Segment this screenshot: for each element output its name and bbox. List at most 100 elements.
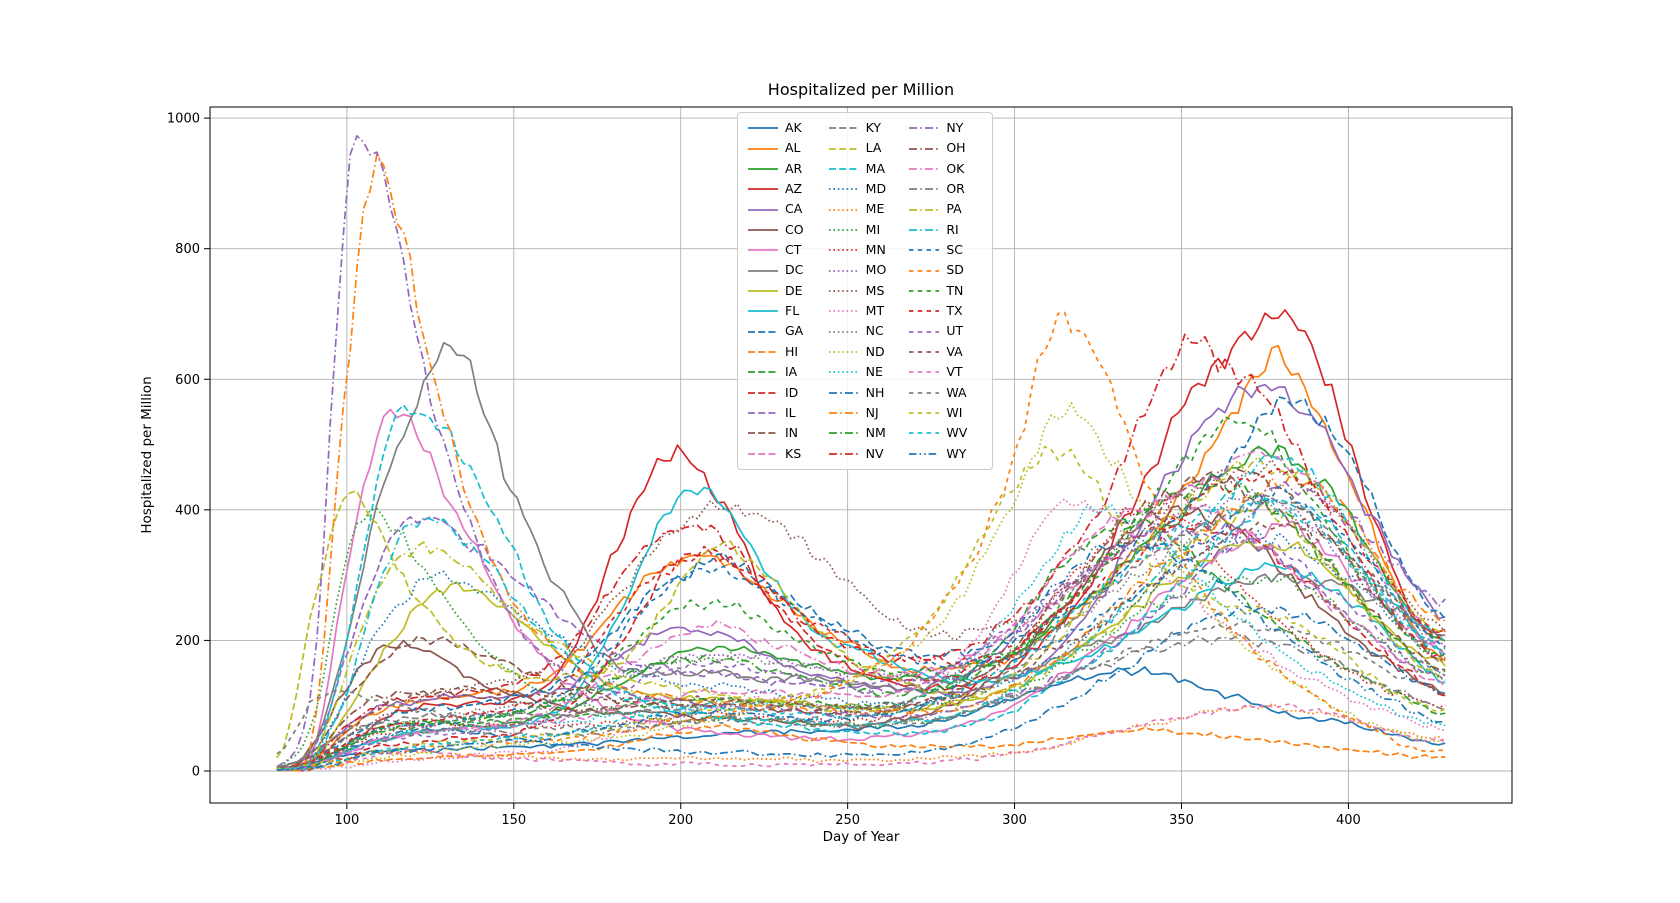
legend-label-OH: OH <box>946 140 966 156</box>
legend-line-swatch-AR <box>748 167 778 170</box>
legend-item-CA: CA <box>748 199 823 219</box>
legend-line-swatch-KS <box>748 452 778 455</box>
legend-line-swatch-ND <box>828 351 859 353</box>
legend-label-ID: ID <box>785 384 799 400</box>
legend-label-MT: MT <box>865 303 885 319</box>
legend-line-swatch-HI <box>748 351 778 353</box>
legend-label-TN: TN <box>946 282 964 298</box>
legend-item-CO: CO <box>748 220 823 240</box>
legend-label-WI: WI <box>946 404 963 420</box>
legend-item-SC: SC <box>909 240 984 260</box>
legend-item-NH: NH <box>828 383 904 403</box>
data-series <box>276 135 1446 772</box>
legend-line-swatch-MN <box>828 249 859 252</box>
legend-line-swatch-PA <box>909 208 940 211</box>
legend-line-swatch-MO <box>828 269 859 272</box>
legend-item-PA: PA <box>909 199 984 219</box>
xtick-label-200: 200 <box>668 813 693 828</box>
series-line-DE <box>276 541 1446 770</box>
series-line-OK <box>276 447 1446 771</box>
ytick-label-800: 800 <box>175 242 200 257</box>
axes-frame <box>209 106 1513 804</box>
legend-label-MN: MN <box>865 242 886 258</box>
legend-item-WI: WI <box>909 403 984 423</box>
legend-item-KS: KS <box>748 444 823 464</box>
legend-line-swatch-MD <box>828 188 859 191</box>
series-line-HI <box>276 723 1446 772</box>
y-axis-label: Hospitalized per Million <box>139 376 155 534</box>
legend-item-MO: MO <box>828 260 904 280</box>
legend-label-GA: GA <box>785 323 804 339</box>
legend-item-WA: WA <box>909 383 984 403</box>
legend-label-ME: ME <box>865 201 885 217</box>
legend-label-OK: OK <box>946 160 965 176</box>
legend-label-MA: MA <box>865 160 885 176</box>
legend-line-swatch-IA <box>748 371 778 374</box>
legend-item-IN: IN <box>748 423 823 443</box>
series-line-MI <box>276 507 1446 770</box>
axis-ticks <box>204 117 1349 809</box>
legend-item-TX: TX <box>909 301 984 321</box>
legend-item-MN: MN <box>828 240 904 260</box>
legend-label-WA: WA <box>946 384 967 400</box>
xtick-label-400: 400 <box>1336 813 1361 828</box>
legend-label-ND: ND <box>865 343 885 359</box>
series-line-NV <box>276 333 1446 771</box>
legend-item-HI: HI <box>748 342 823 362</box>
legend-item-NJ: NJ <box>828 403 904 423</box>
legend-item-MA: MA <box>828 159 904 179</box>
xtick-label-250: 250 <box>835 813 860 828</box>
legend-item-WV: WV <box>909 423 984 443</box>
series-line-AR <box>276 444 1446 772</box>
series-line-ND <box>276 402 1446 771</box>
legend-item-NC: NC <box>828 322 904 342</box>
legend-label-AL: AL <box>785 140 801 156</box>
legend-line-swatch-ID <box>748 391 778 394</box>
legend-item-NE: NE <box>828 362 904 382</box>
series-line-DC <box>276 341 1446 769</box>
legend-line-swatch-FL <box>748 310 778 313</box>
legend-item-ND: ND <box>828 342 904 362</box>
legend-item-MI: MI <box>828 220 904 240</box>
legend-label-NH: NH <box>865 384 885 400</box>
legend-item-SD: SD <box>909 260 984 280</box>
legend-item-ME: ME <box>828 199 904 219</box>
legend-label-DE: DE <box>785 282 803 298</box>
legend-line-swatch-SD <box>909 269 940 272</box>
legend-line-swatch-NY <box>909 127 940 130</box>
legend-line-swatch-LA <box>828 147 859 150</box>
legend-line-swatch-MT <box>828 310 859 313</box>
legend-line-swatch-CT <box>748 249 778 252</box>
legend-item-RI: RI <box>909 220 984 240</box>
legend-line-swatch-SC <box>909 249 940 252</box>
ytick-label-600: 600 <box>175 373 200 388</box>
legend-item-UT: UT <box>909 322 984 342</box>
legend-label-PA: PA <box>946 201 962 217</box>
legend-line-swatch-KY <box>828 127 859 130</box>
legend-line-swatch-NJ <box>828 412 859 415</box>
series-line-PA <box>276 455 1446 772</box>
legend-item-AK: AK <box>748 118 823 138</box>
xtick-label-100: 100 <box>334 813 359 828</box>
series-line-WA <box>276 620 1446 755</box>
series-line-MA <box>276 404 1446 772</box>
legend-label-KY: KY <box>865 119 882 135</box>
legend-label-OR: OR <box>946 180 965 196</box>
legend-label-KS: KS <box>785 445 802 461</box>
legend-label-NJ: NJ <box>865 404 879 420</box>
legend-label-NE: NE <box>865 364 883 380</box>
legend-item-VT: VT <box>909 362 984 382</box>
legend-label-WV: WV <box>946 425 968 441</box>
legend-label-LA: LA <box>865 140 882 156</box>
legend-label-SC: SC <box>946 242 963 258</box>
legend-item-ID: ID <box>748 383 823 403</box>
legend-line-swatch-VA <box>909 351 940 353</box>
xtick-label-150: 150 <box>501 813 526 828</box>
series-line-NY <box>276 135 1446 768</box>
legend-item-NY: NY <box>909 118 984 138</box>
legend-line-swatch-NH <box>828 391 859 394</box>
legend-item-DC: DC <box>748 260 823 280</box>
legend-line-swatch-OK <box>909 167 940 170</box>
series-line-OR <box>276 634 1446 769</box>
legend-line-swatch-WY <box>909 452 940 455</box>
